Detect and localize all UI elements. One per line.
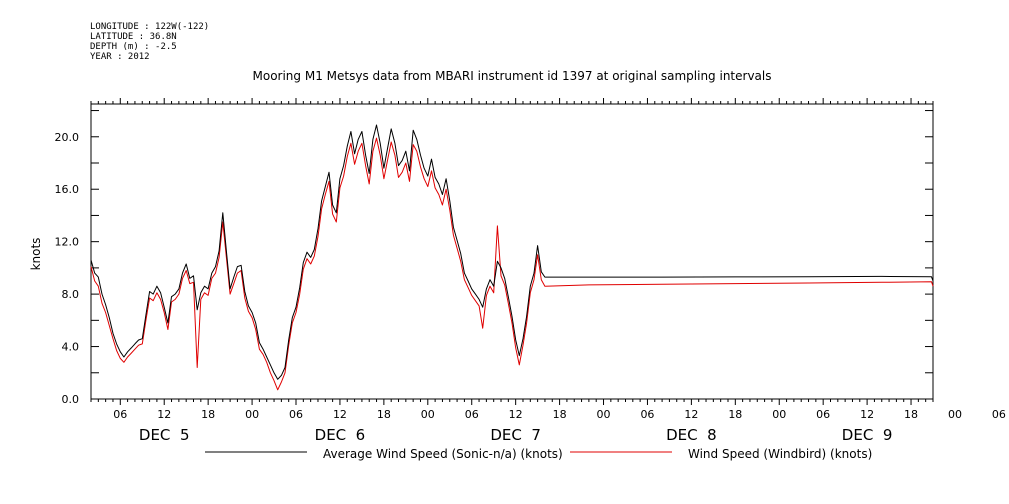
y-tick-label: 4.0 — [62, 341, 80, 354]
x-day-label: DEC 9 — [842, 426, 893, 444]
meta-longitude: LONGITUDE : 122W(-122) — [90, 22, 210, 32]
chart-title: Mooring M1 Metsys data from MBARI instru… — [253, 69, 772, 83]
x-tick-label: 12 — [860, 408, 874, 421]
x-tick-label: 06 — [816, 408, 830, 421]
y-tick-label: 8.0 — [62, 288, 80, 301]
y-tick-label: 0.0 — [62, 393, 80, 406]
x-tick-label: 12 — [684, 408, 698, 421]
x-day-label: DEC 5 — [139, 426, 190, 444]
x-tick-label: 12 — [509, 408, 523, 421]
x-tick-label: 18 — [377, 408, 391, 421]
meta-latitude: LATITUDE : 36.8N — [90, 32, 177, 42]
series-line-sonic — [90, 124, 934, 380]
plot-frame — [90, 103, 934, 400]
y-tick-label: 16.0 — [55, 183, 80, 196]
x-tick-label: 06 — [465, 408, 479, 421]
x-tick-label: 00 — [597, 408, 611, 421]
x-tick-label: 18 — [201, 408, 215, 421]
x-tick-label: 18 — [728, 408, 742, 421]
series-line-windbird — [90, 137, 934, 391]
x-day-label: DEC 7 — [490, 426, 541, 444]
metadata-block: LONGITUDE : 122W(-122) LATITUDE : 36.8N … — [90, 22, 209, 62]
meta-depth: DEPTH (m) : -2.5 — [90, 42, 177, 52]
x-tick-label: 00 — [421, 408, 435, 421]
x-tick-label: 00 — [948, 408, 962, 421]
axis-ticks — [90, 98, 934, 405]
x-day-label: DEC 6 — [315, 426, 366, 444]
legend-label-windbird: Wind Speed (Windbird) (knots) — [688, 447, 872, 461]
x-tick-labels: 06 12 18 00 06 12 18 00 06 12 18 00 06 12 18 00 06 12 18 00… — [113, 408, 1006, 421]
x-tick-label: 06 — [289, 408, 303, 421]
x-tick-label: 18 — [904, 408, 918, 421]
legend: Average Wind Speed (Sonic-n/a) (knots) W… — [205, 447, 872, 461]
x-tick-label: 00 — [772, 408, 786, 421]
y-tick-label: 20.0 — [55, 131, 80, 144]
x-tick-label: 06 — [113, 408, 127, 421]
x-tick-label: 12 — [157, 408, 171, 421]
series-layer — [90, 124, 934, 391]
meta-year: YEAR : 2012 — [90, 52, 150, 62]
x-tick-label: 06 — [640, 408, 654, 421]
x-tick-label: 00 — [245, 408, 259, 421]
x-tick-label: 06 — [992, 408, 1006, 421]
y-axis-label: knots — [29, 238, 43, 271]
x-tick-label: 12 — [333, 408, 347, 421]
legend-label-sonic: Average Wind Speed (Sonic-n/a) (knots) — [323, 447, 563, 461]
x-day-label: DEC 8 — [666, 426, 717, 444]
x-tick-label: 18 — [553, 408, 567, 421]
y-tick-label: 12.0 — [55, 236, 80, 249]
y-tick-labels: 0.0 4.0 8.0 12.0 16.0 20.0 — [55, 131, 80, 406]
